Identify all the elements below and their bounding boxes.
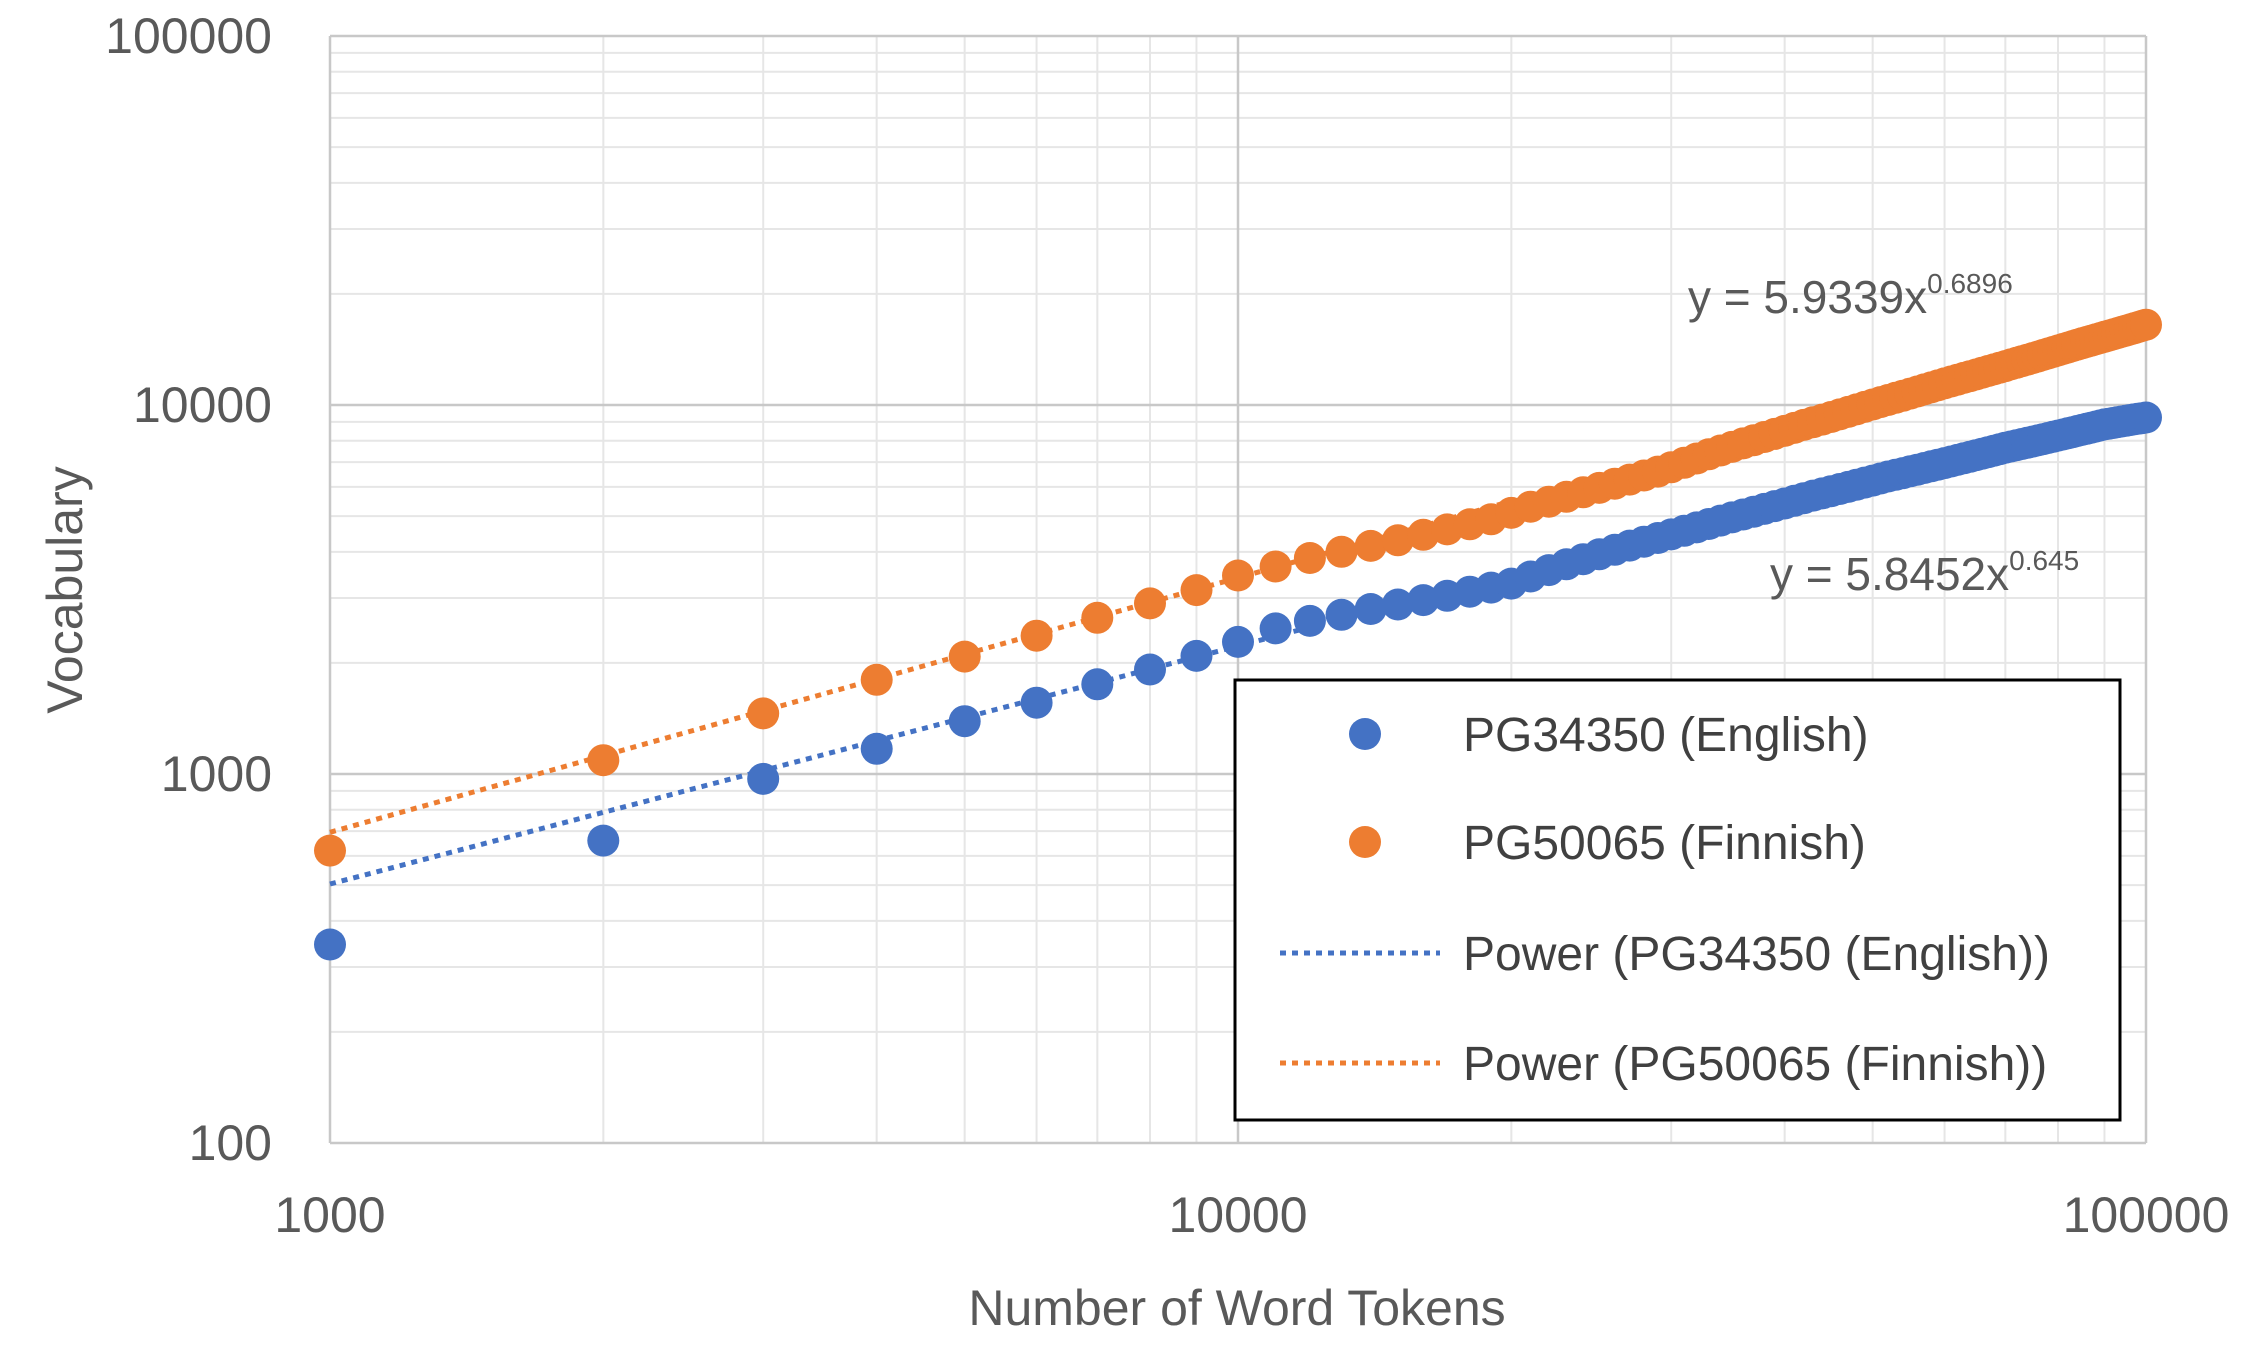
english-data-point — [1180, 639, 1213, 672]
english-data-point — [1354, 593, 1387, 625]
finnish-data-point — [1134, 587, 1166, 620]
finnish-data-point — [860, 663, 893, 696]
english-equation-exponent: 0.645 — [2009, 545, 2079, 576]
finnish-data-point — [1259, 550, 1292, 583]
x-tick-label: 100000 — [2063, 1187, 2230, 1243]
english-data-point — [860, 732, 893, 765]
finnish-data-point — [1020, 619, 1053, 652]
english-data-point — [1259, 612, 1292, 645]
finnish-data-point — [1381, 524, 1414, 557]
english-trendline-equation: y = 5.8452x0.645 — [1770, 545, 2079, 600]
legend-box — [1233, 678, 2122, 1122]
finnish-data-point — [1293, 542, 1326, 574]
legend-label-finnish-trend: Power (PG50065 (Finnish)) — [1463, 1038, 2047, 1091]
finnish-power-trendline — [329, 320, 2147, 835]
english-data-point — [1020, 686, 1053, 719]
english-data-point — [747, 762, 780, 795]
english-data-point — [314, 928, 346, 961]
finnish-data-point — [747, 697, 780, 730]
english-data-point — [587, 824, 620, 857]
finnish-data-point — [1325, 535, 1358, 568]
english-data-point — [1293, 604, 1326, 637]
english-data-point — [2130, 401, 2162, 434]
y-tick-label: 100 — [189, 1115, 272, 1171]
legend-label-english: PG34350 (English) — [1463, 709, 1869, 762]
finnish-equation-exponent: 0.6896 — [1927, 268, 2013, 299]
legend-marker-english — [1349, 718, 1381, 750]
legend-label-finnish: PG50065 (Finnish) — [1463, 817, 1866, 870]
finnish-data-point — [587, 744, 620, 777]
finnish-data-point — [2130, 308, 2162, 341]
y-tick-label: 1000 — [161, 746, 272, 802]
finnish-data-point — [1407, 518, 1440, 551]
y-tick-label: 10000 — [133, 377, 272, 433]
finnish-data-point — [314, 834, 346, 867]
finnish-data-point — [948, 640, 981, 673]
x-axis-title: Number of Word Tokens — [968, 1280, 1505, 1336]
legend-marker-finnish — [1349, 826, 1381, 858]
finnish-data-point — [1180, 574, 1213, 607]
english-data-point — [1222, 625, 1254, 658]
finnish-data-point — [1354, 529, 1387, 562]
y-tick-label: 100000 — [105, 8, 272, 64]
english-equation-base: y = 5.8452x — [1770, 548, 2009, 600]
english-data-point — [1081, 668, 1114, 701]
finnish-data-point — [1081, 601, 1114, 634]
finnish-data-point — [1222, 559, 1254, 592]
y-axis-title: Vocabulary — [37, 466, 93, 713]
finnish-equation-base: y = 5.9339x — [1688, 271, 1927, 323]
data-points-layer — [314, 308, 2162, 961]
finnish-trendline-equation: y = 5.9339x0.6896 — [1688, 268, 2013, 323]
legend: PG34350 (English) PG50065 (Finnish) Powe… — [1233, 678, 2122, 1122]
english-data-point — [1134, 653, 1166, 686]
english-data-point — [948, 705, 981, 738]
english-data-point — [1325, 598, 1358, 631]
legend-label-english-trend: Power (PG34350 (English)) — [1463, 928, 2050, 981]
x-tick-label: 1000 — [274, 1187, 385, 1243]
english-data-point — [1381, 588, 1414, 621]
english-data-point — [1407, 584, 1440, 617]
x-tick-label: 10000 — [1168, 1187, 1307, 1243]
